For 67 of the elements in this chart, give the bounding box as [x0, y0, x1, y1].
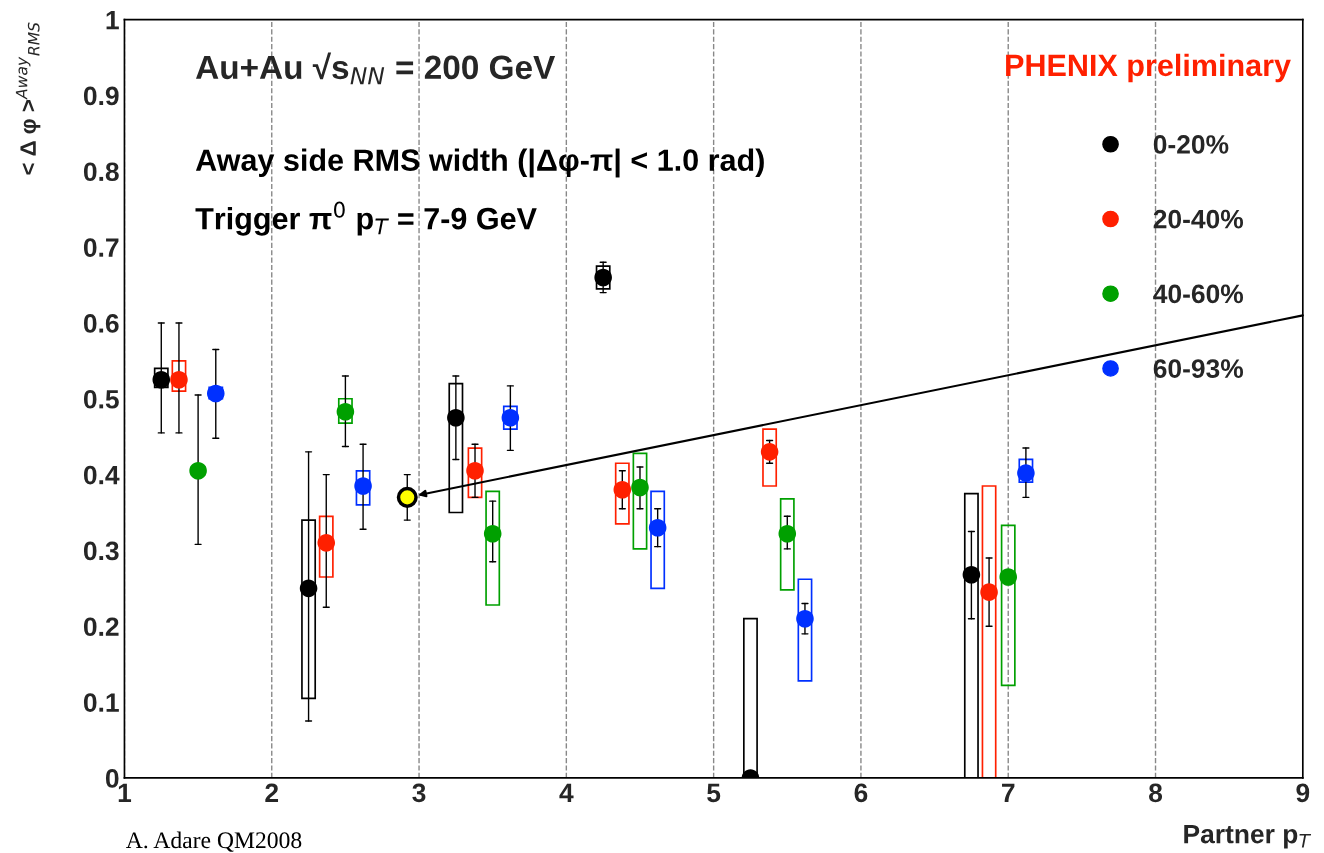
point [336, 402, 355, 421]
legend-label: 0-20% [1153, 135, 1229, 154]
point [778, 524, 797, 543]
point [980, 583, 998, 601]
point [999, 568, 1018, 586]
x-tick-label: 8 [1149, 783, 1163, 803]
point [299, 579, 318, 598]
y-tick-label: 0.5 [83, 389, 119, 409]
bar [337, 397, 353, 424]
point [760, 443, 779, 461]
annotation: PHENIX preliminary [1006, 53, 1291, 83]
legend-label: 40-60% [1153, 284, 1244, 304]
bar [762, 428, 778, 487]
point [631, 478, 649, 497]
bar [614, 462, 630, 525]
x-tick-label: 7 [1002, 783, 1015, 802]
x-axis-title: Partner p$_{T}$ [1184, 824, 1312, 849]
point [613, 480, 632, 499]
bar [797, 578, 813, 682]
y-tick-label: 0.8 [83, 162, 119, 182]
point [152, 371, 171, 389]
annotation: Away side RMS width (|Δφ-π| < 1.0 rad) [195, 148, 764, 178]
point [447, 408, 465, 427]
point [648, 518, 667, 537]
x-tick-label: 6 [854, 783, 868, 803]
bar [779, 498, 795, 591]
point [396, 486, 418, 508]
bar [485, 490, 501, 606]
point [317, 534, 336, 552]
bar [355, 469, 371, 506]
point [466, 462, 484, 480]
y-tick-label: 0.9 [83, 86, 119, 106]
point [796, 609, 814, 628]
legend-label: 20-40% [1153, 209, 1244, 229]
y-tick-label: 0.6 [83, 314, 119, 333]
bar [650, 490, 666, 590]
bar [1018, 458, 1034, 484]
point [170, 371, 188, 389]
text: A. Adare QM2008 [126, 831, 302, 852]
y-tick-label: 0 [105, 769, 119, 788]
bar [171, 360, 187, 393]
y-tick-label: 0.3 [83, 541, 119, 561]
bar [1000, 524, 1016, 687]
point [483, 524, 502, 543]
x-tick-label: 9 [1296, 783, 1310, 803]
y-tick-label: 0.7 [83, 238, 119, 257]
x-tick-label: 2 [265, 783, 279, 802]
bar [318, 515, 334, 578]
y-axis-title: < Δ φ >$^{Away}$$_{RMS}$ [15, 22, 41, 175]
bar [632, 452, 648, 550]
x-tick-label: 3 [412, 783, 426, 803]
annotation: Trigger π$^{0}$ p$_{T}$ = 7-9 GeV [195, 201, 537, 236]
point [962, 565, 981, 584]
legend-label: 60-93% [1153, 359, 1244, 378]
y-tick-label: 1 [106, 11, 119, 30]
bar [981, 485, 997, 778]
y-tick-label: 0.4 [83, 465, 120, 485]
x-tick-label: 5 [707, 783, 721, 803]
bar [467, 447, 483, 499]
point [354, 477, 372, 495]
y-tick-label: 0.2 [83, 617, 119, 637]
text: Au+Au √s$_{NN}$ = 200 GeV [195, 52, 556, 85]
x-tick-label: 1 [118, 783, 132, 802]
point [1017, 464, 1035, 482]
y-tick-label: 0.1 [83, 693, 119, 712]
point [189, 462, 207, 480]
x-tick-label: 4 [559, 783, 574, 802]
